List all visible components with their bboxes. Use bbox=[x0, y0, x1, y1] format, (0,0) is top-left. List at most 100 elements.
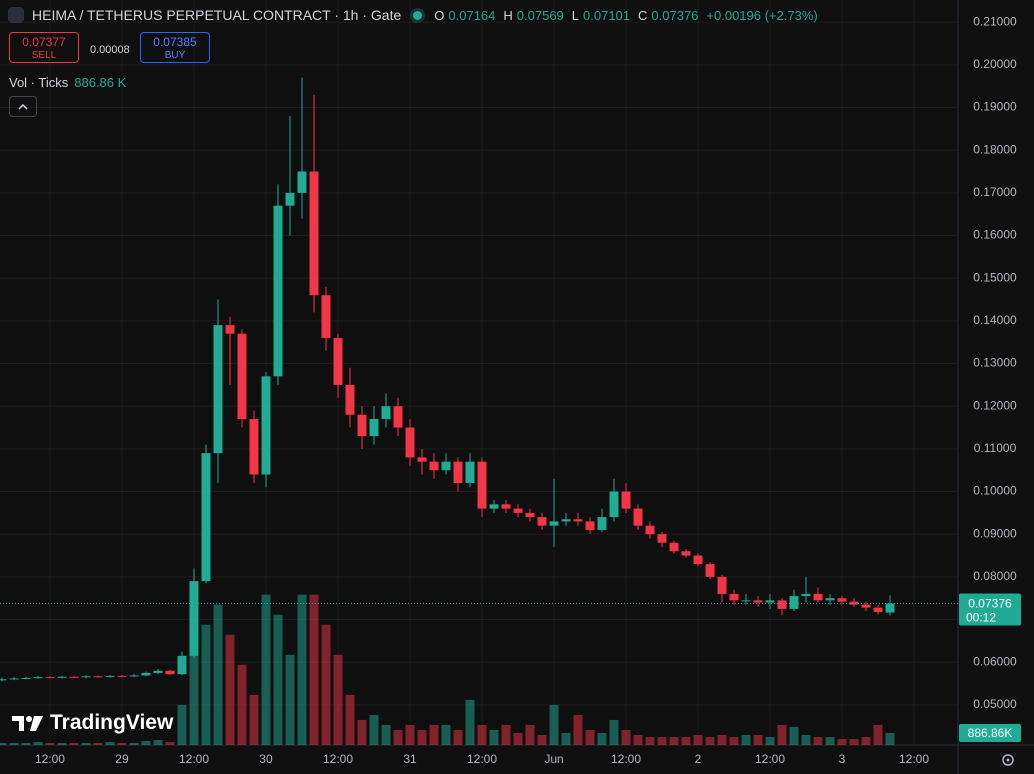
volume-bar bbox=[213, 604, 223, 745]
candle-body bbox=[345, 384, 355, 415]
volume-bar bbox=[669, 736, 679, 745]
settings-icon bbox=[1002, 754, 1014, 766]
volume-bar bbox=[609, 719, 619, 745]
high-value: 0.07569 bbox=[516, 7, 564, 23]
y-tick-label: 0.09000 bbox=[973, 526, 1017, 540]
volume-bar bbox=[477, 724, 487, 745]
volume-bar bbox=[273, 614, 283, 745]
low-value: 0.07101 bbox=[583, 7, 631, 23]
candle-body bbox=[381, 406, 391, 420]
volume-bar bbox=[393, 729, 403, 745]
candle-body bbox=[513, 508, 523, 513]
candle-body bbox=[789, 596, 799, 609]
volume-bar bbox=[549, 704, 559, 745]
volume-bar bbox=[189, 584, 199, 745]
buy-button[interactable]: 0.07385 BUY bbox=[140, 32, 210, 63]
volume-bar bbox=[441, 724, 451, 745]
sell-button[interactable]: 0.07377 SELL bbox=[9, 32, 79, 63]
y-tick-label: 0.06000 bbox=[973, 654, 1017, 668]
candle-body bbox=[525, 512, 535, 518]
candle-body bbox=[561, 519, 571, 522]
volume-bar bbox=[129, 742, 139, 745]
candle-body bbox=[69, 676, 79, 678]
x-tick-label: 12:00 bbox=[323, 752, 353, 766]
candle-body bbox=[705, 564, 715, 577]
candle-body bbox=[489, 504, 499, 509]
volume-bar bbox=[693, 734, 703, 745]
candle-body bbox=[825, 598, 835, 601]
candle-body bbox=[861, 604, 871, 608]
x-tick-label: 12:00 bbox=[611, 752, 641, 766]
volume-bar bbox=[453, 729, 463, 745]
ohlc-key: H bbox=[503, 7, 513, 23]
candle-body bbox=[21, 678, 31, 680]
candle-body bbox=[129, 675, 139, 677]
volume-bar bbox=[237, 664, 247, 745]
volume-bar bbox=[417, 729, 427, 745]
change-value: +0.00196 (+2.73%) bbox=[706, 7, 818, 23]
volume-bar bbox=[201, 624, 211, 745]
volume-tag bbox=[959, 723, 1021, 742]
ohlc-key: L bbox=[571, 7, 580, 23]
candle-body bbox=[369, 419, 379, 437]
candle-body bbox=[429, 461, 439, 471]
volume-bar bbox=[141, 740, 151, 745]
candle-body bbox=[573, 519, 583, 522]
candle-body bbox=[321, 295, 331, 338]
volume-bar bbox=[153, 739, 163, 745]
ohlc-key: C bbox=[638, 7, 648, 23]
collapse-button[interactable] bbox=[9, 96, 37, 117]
volume-bar bbox=[885, 732, 895, 745]
candle-body bbox=[261, 376, 271, 475]
volume-bar bbox=[525, 724, 535, 745]
volume-bar bbox=[813, 736, 823, 745]
volume-bar bbox=[717, 734, 727, 745]
candle-body bbox=[33, 677, 43, 679]
volume-bar bbox=[345, 694, 355, 745]
candle-body bbox=[813, 593, 823, 601]
volume-bar bbox=[177, 704, 187, 745]
candle-body bbox=[549, 521, 559, 526]
volume-bar bbox=[837, 738, 847, 745]
candle-body bbox=[453, 461, 463, 484]
volume-title: Vol · Ticks bbox=[9, 75, 69, 90]
y-tick-label: 0.14000 bbox=[973, 313, 1017, 327]
candle-body bbox=[717, 576, 727, 594]
x-tick-label: 12:00 bbox=[467, 752, 497, 766]
sell-price: 0.07377 bbox=[22, 35, 66, 49]
volume-bar bbox=[9, 742, 19, 745]
candle-body bbox=[741, 600, 751, 602]
x-tick-label: 30 bbox=[259, 752, 273, 766]
candle-body bbox=[465, 461, 475, 484]
candle-body bbox=[297, 171, 307, 193]
candle-body bbox=[357, 414, 367, 437]
volume-bar bbox=[357, 719, 367, 745]
volume-bar bbox=[117, 742, 127, 745]
x-tick-label: 29 bbox=[115, 752, 129, 766]
volume-bar bbox=[657, 736, 667, 745]
sell-label: SELL bbox=[31, 50, 57, 61]
volume-bar bbox=[849, 738, 859, 745]
candle-body bbox=[225, 325, 235, 334]
candle-body bbox=[441, 461, 451, 471]
candle-body bbox=[309, 171, 319, 296]
volume-bar bbox=[261, 594, 271, 745]
candle-body bbox=[9, 678, 19, 680]
candle-body bbox=[249, 419, 259, 475]
volume-bar bbox=[489, 729, 499, 745]
candle-body bbox=[285, 192, 295, 206]
price-tag-countdown: 00:12 bbox=[966, 611, 996, 625]
candle-body bbox=[405, 427, 415, 458]
volume-bar bbox=[33, 741, 43, 745]
volume-bar bbox=[333, 654, 343, 745]
volume-bar bbox=[681, 736, 691, 745]
x-tick-label: 12:00 bbox=[899, 752, 929, 766]
candle-body bbox=[693, 555, 703, 565]
spread: 0.00008 bbox=[90, 44, 130, 56]
x-tick-label: 2 bbox=[695, 752, 702, 766]
volume-bar bbox=[537, 734, 547, 745]
volume-tag-value: 886.86K bbox=[968, 726, 1013, 740]
open-value: 0.07164 bbox=[448, 7, 496, 23]
